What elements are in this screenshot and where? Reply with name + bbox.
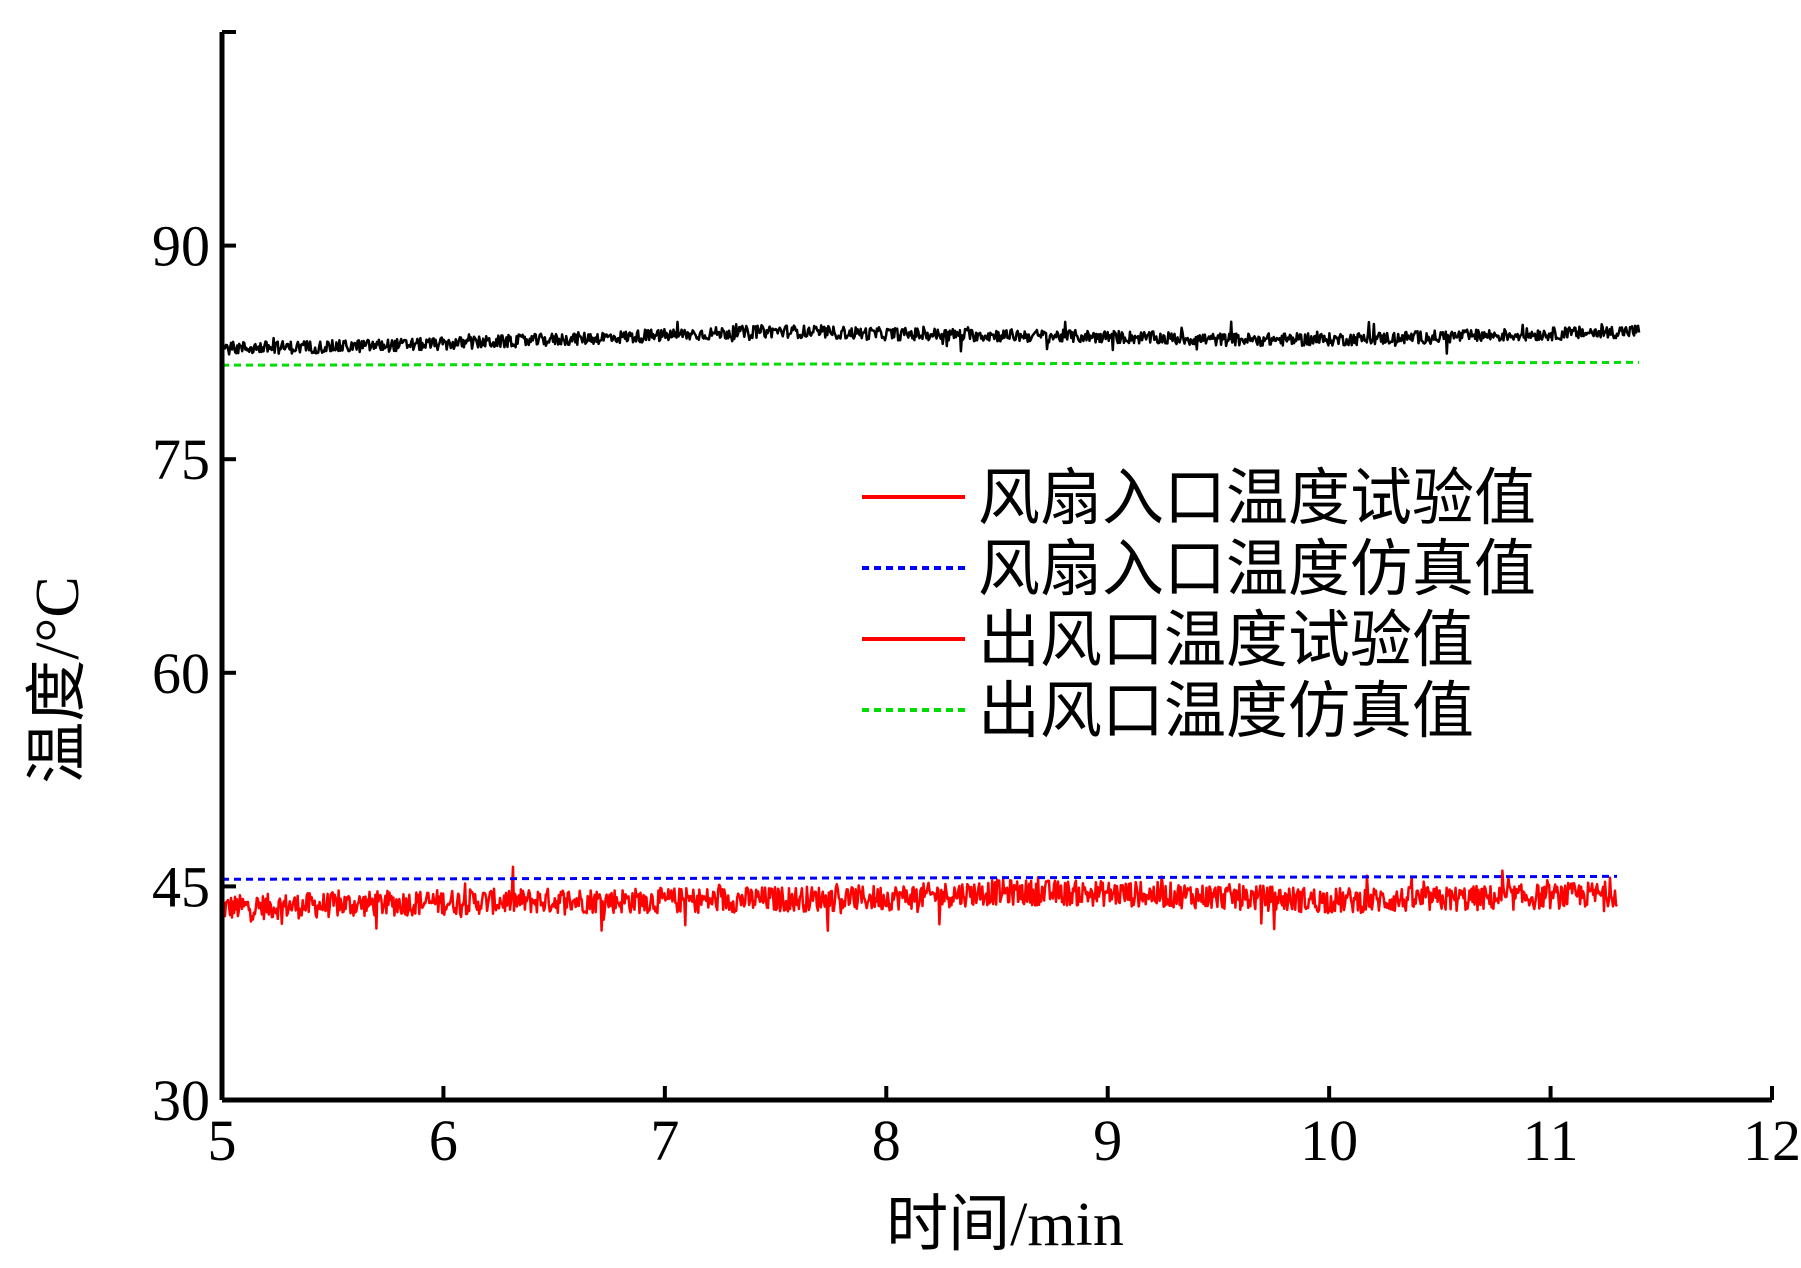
series-line-3 (221, 360, 1640, 367)
x-axis-title: 时间/min (886, 1191, 1124, 1259)
y-tick-label: 75 (152, 427, 210, 492)
x-tick-label: 6 (429, 1108, 458, 1173)
y-tick-label: 90 (152, 214, 210, 279)
y-tick-label: 30 (152, 1068, 210, 1133)
y-ticks: 30 45 60 75 90 (152, 214, 236, 1133)
series-line-2 (220, 320, 1641, 356)
legend-label-2: 出风口温度试验值 (978, 607, 1474, 675)
plot-lines (220, 320, 1641, 932)
legend-label-0: 风扇入口温度试验值 (978, 465, 1536, 533)
y-tick-label: 45 (152, 854, 210, 919)
y-tick-label: 60 (152, 641, 210, 706)
y-axis-title: 温度/°C (24, 576, 92, 783)
x-tick-label: 5 (208, 1108, 237, 1173)
series-line-0 (221, 865, 1618, 932)
x-tick-label: 12 (1743, 1108, 1801, 1173)
x-tick-label: 11 (1523, 1108, 1579, 1173)
legend-label-1: 风扇入口温度仿真值 (978, 536, 1536, 604)
x-tick-label: 7 (650, 1108, 679, 1173)
series-line-1 (221, 874, 1618, 881)
axes: 5 6 7 8 9 10 11 12 30 45 60 75 90 (152, 30, 1801, 1173)
x-ticks: 5 6 7 8 9 10 11 12 (208, 1086, 1801, 1173)
x-tick-label: 8 (872, 1108, 901, 1173)
legend-label-3: 出风口温度仿真值 (978, 678, 1474, 746)
x-tick-label: 9 (1093, 1108, 1122, 1173)
x-tick-label: 10 (1300, 1108, 1358, 1173)
